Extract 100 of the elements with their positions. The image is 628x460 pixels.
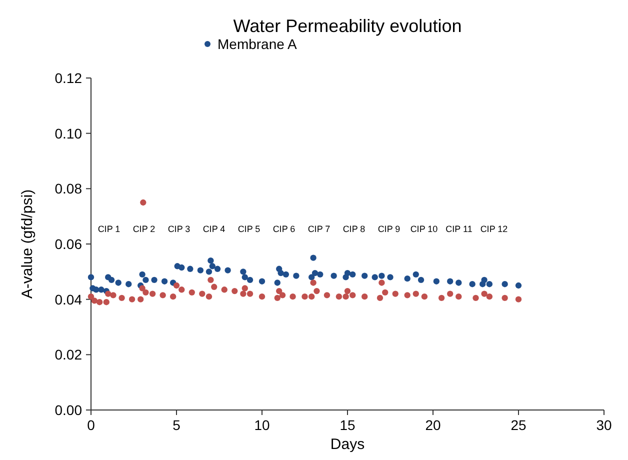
x-tick-label: 0 — [87, 417, 96, 433]
point — [421, 293, 428, 300]
point — [96, 299, 103, 306]
point — [312, 270, 318, 276]
point — [161, 278, 168, 284]
annotation: CIP 12 — [480, 224, 508, 234]
point — [240, 268, 246, 275]
point — [149, 290, 156, 297]
point — [412, 290, 419, 297]
point — [486, 281, 493, 288]
point — [481, 290, 488, 297]
point — [98, 286, 104, 293]
point — [362, 293, 368, 300]
point — [115, 280, 122, 286]
point — [178, 264, 185, 271]
annotation: CIP 3 — [168, 224, 190, 234]
y-tick-label: 0.10 — [54, 125, 82, 142]
x-axis-title: Days — [330, 436, 365, 453]
point — [469, 281, 476, 288]
point — [188, 289, 195, 296]
point — [242, 285, 248, 292]
point — [138, 296, 144, 302]
x-tick-label: 5 — [172, 417, 181, 433]
point — [170, 293, 176, 300]
x-tick-label: 30 — [596, 417, 612, 433]
point — [302, 293, 308, 300]
point — [282, 271, 290, 278]
point — [142, 289, 149, 296]
point — [290, 293, 296, 300]
point — [221, 286, 228, 293]
point — [324, 292, 330, 298]
point — [378, 280, 385, 286]
point — [279, 292, 286, 298]
point — [211, 284, 218, 290]
point — [151, 276, 158, 284]
annotation: CIP 7 — [308, 224, 330, 234]
y-tick-label: 0.00 — [54, 402, 82, 418]
point — [344, 270, 351, 276]
point — [330, 272, 337, 279]
point — [88, 293, 94, 300]
point — [456, 280, 462, 286]
point — [208, 276, 214, 284]
point — [142, 276, 149, 284]
point — [178, 286, 185, 293]
y-tick-label: 0.02 — [54, 346, 82, 363]
point — [214, 266, 221, 272]
point — [91, 298, 98, 304]
point — [278, 270, 284, 276]
point — [232, 288, 238, 294]
y-tick-label: 0.04 — [54, 291, 82, 308]
point — [350, 271, 356, 278]
point — [310, 280, 316, 286]
point — [481, 276, 488, 284]
point — [108, 276, 115, 284]
point — [293, 272, 300, 279]
annotation: CIP 9 — [378, 224, 400, 234]
point — [224, 267, 231, 274]
point — [392, 290, 398, 297]
point — [276, 288, 282, 294]
annotation: CIP 6 — [272, 224, 296, 234]
point — [187, 266, 194, 272]
point — [197, 267, 204, 274]
point — [344, 288, 351, 294]
annotation: CIP 8 — [342, 224, 366, 234]
point — [486, 293, 493, 300]
point — [447, 290, 454, 297]
point — [515, 296, 522, 302]
point — [208, 258, 214, 264]
point — [376, 294, 384, 302]
point — [404, 292, 410, 298]
point — [317, 271, 324, 278]
point — [140, 199, 146, 206]
point — [314, 288, 320, 294]
point — [103, 299, 110, 306]
point — [350, 292, 356, 298]
point — [404, 276, 410, 282]
point — [502, 281, 508, 288]
point — [110, 292, 116, 298]
point — [378, 272, 385, 279]
point — [246, 290, 254, 297]
point — [438, 294, 445, 302]
point — [472, 294, 479, 302]
annotation: CIP 11 — [446, 224, 472, 234]
point — [362, 272, 368, 279]
point — [173, 282, 180, 289]
y-tick-label: 0.12 — [54, 70, 82, 86]
point — [105, 290, 112, 297]
point — [240, 290, 246, 297]
point — [206, 293, 212, 300]
point — [308, 274, 315, 280]
chart-title: Water Permeability evolution — [233, 16, 462, 36]
annotation: CIP 2 — [132, 224, 156, 234]
point — [139, 285, 146, 292]
point — [88, 274, 94, 280]
point — [206, 268, 212, 275]
point — [308, 293, 315, 300]
point — [515, 282, 522, 289]
point — [336, 293, 342, 300]
x-tick-label: 15 — [340, 417, 356, 433]
x-tick-label: 20 — [425, 417, 441, 433]
